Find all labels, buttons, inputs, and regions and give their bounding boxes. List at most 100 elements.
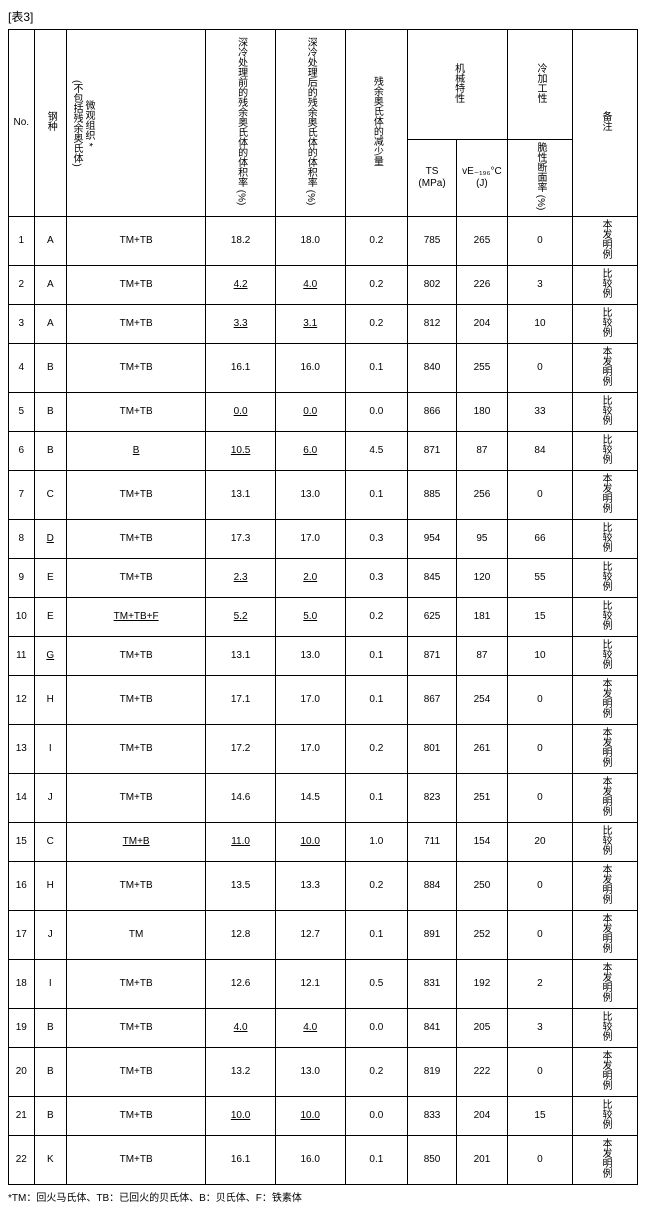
cell: TM+TB [67, 471, 206, 520]
cell: 204 [456, 305, 507, 344]
cell: 4.0 [206, 1009, 276, 1048]
cell: 3 [9, 305, 35, 344]
cell: 0.1 [345, 911, 408, 960]
cell: 20 [9, 1048, 35, 1097]
cell: 4.0 [275, 266, 345, 305]
cell: 802 [408, 266, 457, 305]
cell: TM+TB [67, 676, 206, 725]
cell: 885 [408, 471, 457, 520]
cell: J [34, 911, 66, 960]
cell: TM+TB [67, 725, 206, 774]
cell: 2.0 [275, 559, 345, 598]
table-row: 20BTM+TB13.213.00.28192220本发明例 [9, 1048, 638, 1097]
cell: 0 [507, 862, 572, 911]
cell: 3.1 [275, 305, 345, 344]
cell: 13.1 [206, 637, 276, 676]
cell: 0.1 [345, 637, 408, 676]
cell: 12.1 [275, 960, 345, 1009]
cell: 20 [507, 823, 572, 862]
cell: 867 [408, 676, 457, 725]
cell: 254 [456, 676, 507, 725]
cell: 15 [9, 823, 35, 862]
col-brittle: 脆性断面率 (%) [507, 140, 572, 217]
col-micro: 微观组织 *(不包括残余奥氏体) [67, 30, 206, 217]
cell: 本发明例 [572, 725, 637, 774]
cell: 比较例 [572, 559, 637, 598]
table-row: 17JTM12.812.70.18912520本发明例 [9, 911, 638, 960]
cell: 6.0 [275, 432, 345, 471]
table-row: 5BTM+TB0.00.00.086618033比较例 [9, 393, 638, 432]
cell: 192 [456, 960, 507, 1009]
cell: 17.0 [275, 520, 345, 559]
cell: 本发明例 [572, 344, 637, 393]
cell: 10.0 [275, 1097, 345, 1136]
cell: B [34, 1009, 66, 1048]
cell: 5.0 [275, 598, 345, 637]
cell: E [34, 559, 66, 598]
cell: 0.3 [345, 559, 408, 598]
cell: H [34, 676, 66, 725]
cell: 13.0 [275, 1048, 345, 1097]
cell: TM+B [67, 823, 206, 862]
table-row: 10ETM+TB+F5.25.00.262518115比较例 [9, 598, 638, 637]
cell: 261 [456, 725, 507, 774]
cell: 0.0 [345, 1009, 408, 1048]
cell: TM+TB [67, 266, 206, 305]
cell: 21 [9, 1097, 35, 1136]
table-row: 3ATM+TB3.33.10.281220410比较例 [9, 305, 638, 344]
cell: J [34, 774, 66, 823]
cell: 812 [408, 305, 457, 344]
cell: 12.7 [275, 911, 345, 960]
cell: 10 [9, 598, 35, 637]
cell: B [34, 432, 66, 471]
cell: 12.6 [206, 960, 276, 1009]
cell: TM+TB [67, 637, 206, 676]
table-row: 12HTM+TB17.117.00.18672540本发明例 [9, 676, 638, 725]
cell: 0 [507, 725, 572, 774]
table-row: 1ATM+TB18.218.00.27852650本发明例 [9, 217, 638, 266]
cell: 819 [408, 1048, 457, 1097]
cell: 871 [408, 432, 457, 471]
col-before: 深冷处理前的残余奥氏体的体积率 (%) [206, 30, 276, 217]
cell: 13.2 [206, 1048, 276, 1097]
cell: I [34, 960, 66, 1009]
table-row: 11GTM+TB13.113.00.18718710比较例 [9, 637, 638, 676]
cell: B [67, 432, 206, 471]
cell: 17.0 [275, 725, 345, 774]
cell: 251 [456, 774, 507, 823]
cell: 841 [408, 1009, 457, 1048]
cell: 833 [408, 1097, 457, 1136]
cell: 6 [9, 432, 35, 471]
cell: I [34, 725, 66, 774]
table-row: 22KTM+TB16.116.00.18502010本发明例 [9, 1136, 638, 1185]
cell: 845 [408, 559, 457, 598]
cell: 252 [456, 911, 507, 960]
table-row: 19BTM+TB4.04.00.08412053比较例 [9, 1009, 638, 1048]
cell: 0.0 [275, 393, 345, 432]
cell: 17.1 [206, 676, 276, 725]
cell: 0.1 [345, 774, 408, 823]
footnote: *TM：回火马氏体、TB：已回火的贝氏体、B：贝氏体、F：铁素体 [8, 1189, 638, 1204]
table-body: 1ATM+TB18.218.00.27852650本发明例2ATM+TB4.24… [9, 217, 638, 1185]
cell: 0.2 [345, 217, 408, 266]
cell: 15 [507, 598, 572, 637]
cell: 265 [456, 217, 507, 266]
cell: 比较例 [572, 823, 637, 862]
cell: B [34, 393, 66, 432]
cell: TM+TB [67, 520, 206, 559]
cell: A [34, 266, 66, 305]
cell: D [34, 520, 66, 559]
cell: 13.3 [275, 862, 345, 911]
cell: 226 [456, 266, 507, 305]
table-row: 13ITM+TB17.217.00.28012610本发明例 [9, 725, 638, 774]
cell: 87 [456, 432, 507, 471]
cell: 13.5 [206, 862, 276, 911]
cell: B [34, 344, 66, 393]
cell: A [34, 305, 66, 344]
cell: E [34, 598, 66, 637]
cell: 0.5 [345, 960, 408, 1009]
cell: TM+TB [67, 1048, 206, 1097]
cell: 16.0 [275, 1136, 345, 1185]
cell: 本发明例 [572, 960, 637, 1009]
cell: TM [67, 911, 206, 960]
